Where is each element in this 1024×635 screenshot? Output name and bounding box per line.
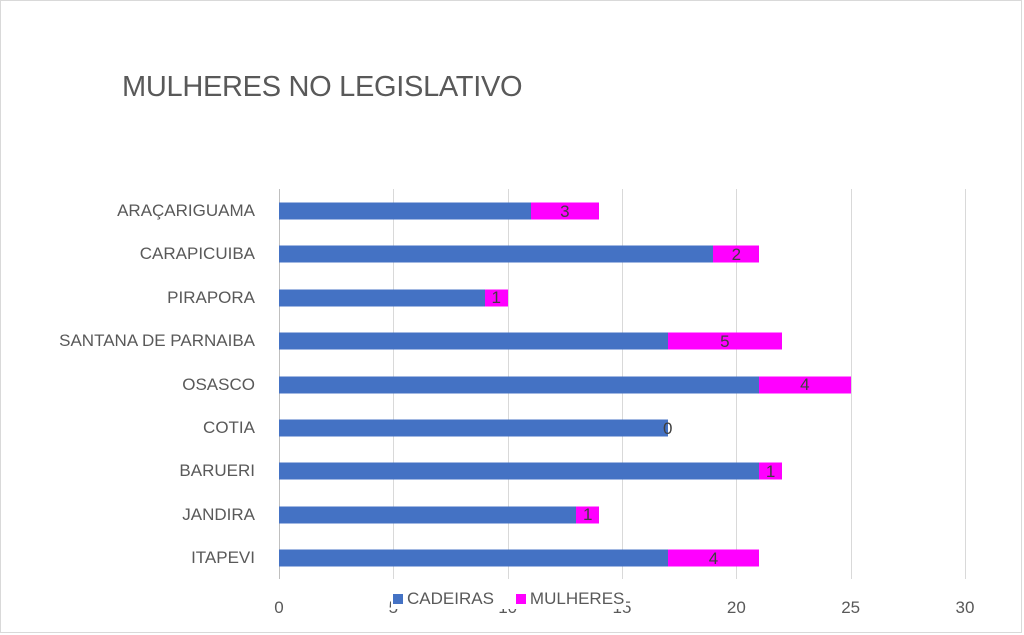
gridline [965,189,966,579]
data-label-mulheres: 4 [800,375,810,395]
legend-swatch-mulheres [515,594,526,604]
category-label: PIRAPORA [167,287,255,307]
bar-cadeiras [279,332,668,350]
bar-cadeiras [279,419,668,437]
category-label: ARAÇARIGUAMA [117,201,255,220]
bar-row: 0 [279,419,672,437]
data-label-mulheres: 1 [765,461,776,481]
data-label-mulheres: 0 [662,418,673,438]
category-label: OSASCO [182,374,255,394]
x-tick-label: 20 [726,598,746,617]
bar-cadeiras [279,245,714,263]
legend: CADEIRAS MULHERES [391,589,627,609]
legend-label-mulheres: MULHERES [529,589,625,608]
bar-cadeiras [279,462,760,480]
bar-row: 4 [279,375,851,395]
gridline [850,189,852,579]
bar-mulheres: 4 [759,375,851,395]
bar-row: 3 [279,201,600,221]
x-tick-label: 0 [274,598,284,617]
data-label-mulheres: 5 [720,331,730,351]
bar-row: 4 [279,548,760,568]
bar-mulheres: 1 [484,288,508,308]
legend-item-mulheres: MULHERES [515,589,625,609]
bar-row: 1 [279,461,783,481]
bar-cadeiras [279,506,577,524]
category-label: CARAPICUIBA [139,244,255,264]
bar-cadeiras [279,202,531,220]
data-label-mulheres: 1 [491,288,501,308]
legend-label-cadeiras: CADEIRAS [407,589,494,608]
bar-row: 1 [279,505,600,525]
data-label-mulheres: 1 [582,505,593,525]
bar-cadeiras [279,289,485,307]
category-label: SANTANA DE PARNAIBA [59,331,255,351]
x-tick-label: 25 [841,598,861,617]
bar-mulheres: 5 [667,331,783,351]
bar-cadeiras [279,549,668,567]
bar-mulheres: 4 [667,548,760,568]
legend-swatch-cadeiras [393,594,403,604]
category-label: BARUERI [179,461,255,481]
category-label: JANDIRA [182,504,255,524]
bar-mulheres: 1 [759,461,783,481]
bar-row: 2 [279,244,760,264]
data-label-mulheres: 3 [560,201,570,221]
data-label-mulheres: 2 [731,244,742,264]
plot-area: 3 2 1 5 4 0 1 1 4 [279,189,966,579]
bar-row: 1 [279,288,508,308]
legend-item-cadeiras: CADEIRAS [393,589,494,609]
bar-mulheres: 2 [713,244,760,264]
category-label: COTIA [203,418,255,437]
bar-mulheres: 3 [530,201,600,221]
x-tick-label: 30 [955,598,975,617]
bar-mulheres: 1 [576,505,600,525]
bar-row: 5 [279,331,783,351]
category-label: ITAPEVI [191,548,255,568]
data-label-mulheres: 4 [708,548,719,568]
chart-title: MULHERES NO LEGISLATIVO [122,71,523,103]
bar-cadeiras [279,376,760,394]
